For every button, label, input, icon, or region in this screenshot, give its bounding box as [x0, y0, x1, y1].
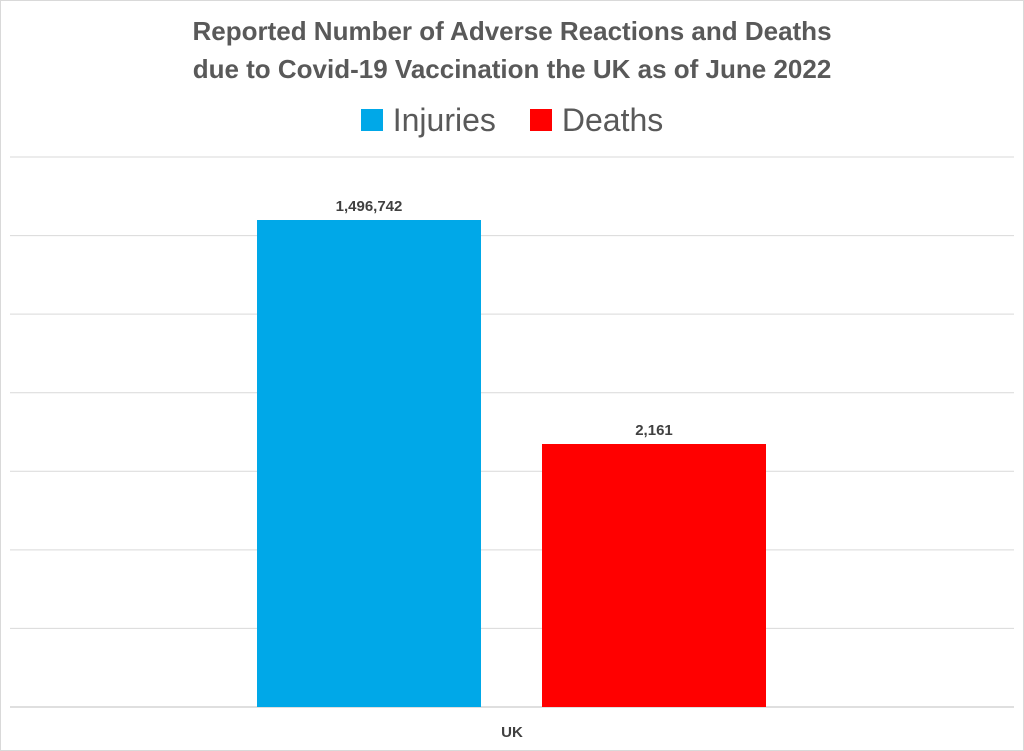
legend-item-deaths: Deaths — [529, 100, 664, 140]
chart-title: Reported Number of Adverse Reactions and… — [0, 12, 1024, 88]
data-label-deaths: 2,161 — [635, 422, 673, 439]
chart-title-line-1: Reported Number of Adverse Reactions and… — [192, 16, 832, 46]
bar-injuries — [257, 220, 481, 707]
legend-label-deaths: Deaths — [561, 102, 664, 138]
legend-swatch-injuries — [360, 109, 383, 131]
legend-swatch-deaths — [529, 109, 552, 131]
chart-title-line-2: due to Covid-19 Vaccination the UK as of… — [192, 54, 832, 84]
legend-label-injuries: Injuries — [392, 102, 496, 138]
data-label-injuries: 1,496,742 — [336, 198, 403, 215]
x-tick-label: UK — [501, 724, 523, 741]
legend-item-injuries: Injuries — [360, 100, 496, 140]
bar-deaths — [542, 444, 766, 707]
chart-legend: Injuries Deaths — [0, 100, 1024, 140]
